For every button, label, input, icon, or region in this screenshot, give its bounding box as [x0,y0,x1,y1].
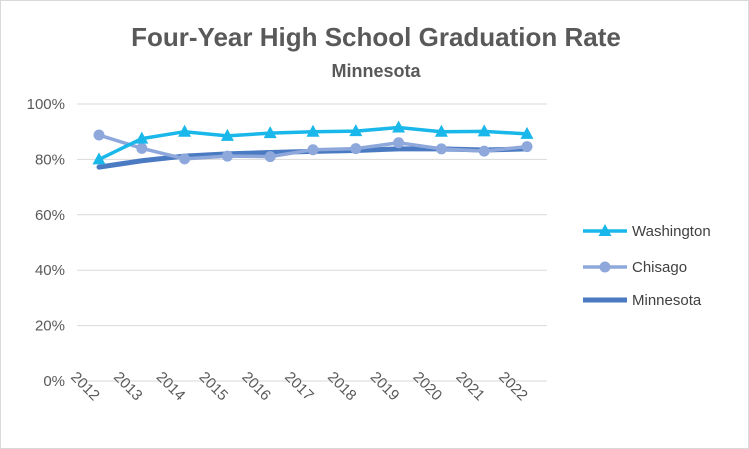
x-tick-label: 2016 [238,369,274,405]
data-point [307,144,319,156]
x-tick-label: 2014 [153,369,189,405]
data-point [478,145,490,157]
x-tick-label: 2015 [196,369,232,405]
chart-subtitle: Minnesota [331,61,421,81]
y-tick-label: 0% [43,373,65,390]
legend-label: Washington [632,223,711,240]
data-point [93,129,105,141]
legend-item-minnesota: Minnesota [583,292,702,309]
x-tick-label: 2022 [495,369,531,405]
x-axis-ticks: 2012 2013 2014 2015 2016 2017 2018 2019 2020 2021… [67,369,531,405]
data-point [306,124,320,137]
data-point [520,126,534,139]
data-point [349,124,363,137]
series-washington [92,120,534,165]
y-tick-label: 40% [35,262,65,279]
series-chisago [93,129,533,165]
data-point [221,150,233,162]
x-tick-label: 2019 [367,369,403,405]
data-point [178,124,192,137]
data-point [392,120,406,133]
data-point [434,124,448,137]
legend-marker [598,224,612,236]
data-point [136,142,148,154]
legend-label: Minnesota [632,292,702,309]
data-point [92,152,106,165]
x-tick-label: 2013 [110,369,146,405]
data-point [477,124,491,137]
x-tick-label: 2021 [452,369,488,405]
x-tick-label: 2018 [324,369,360,405]
x-tick-label: 2020 [410,369,446,405]
legend-marker [599,261,611,273]
data-point [435,143,447,155]
data-point [350,143,362,155]
legend-item-washington: Washington [583,223,711,240]
y-axis-ticks: 0% 20% 40% 60% 80% 100% [27,96,65,390]
legend: Washington Chisago Minnesota [583,223,711,309]
legend-label: Chisago [632,259,687,276]
chart-title: Four-Year High School Graduation Rate [131,22,621,52]
data-point [220,128,234,141]
data-point [263,126,277,139]
legend-item-chisago: Chisago [583,259,687,276]
y-tick-label: 100% [27,96,65,113]
x-tick-label: 2017 [281,369,317,405]
y-tick-label: 80% [35,151,65,168]
data-point [264,151,276,163]
y-tick-label: 20% [35,318,65,335]
data-point [179,153,191,165]
data-point [521,141,533,153]
x-tick-label: 2012 [67,369,103,405]
y-tick-label: 60% [35,207,65,224]
series-layer [92,120,534,170]
data-point [135,131,149,144]
data-point [393,137,405,149]
